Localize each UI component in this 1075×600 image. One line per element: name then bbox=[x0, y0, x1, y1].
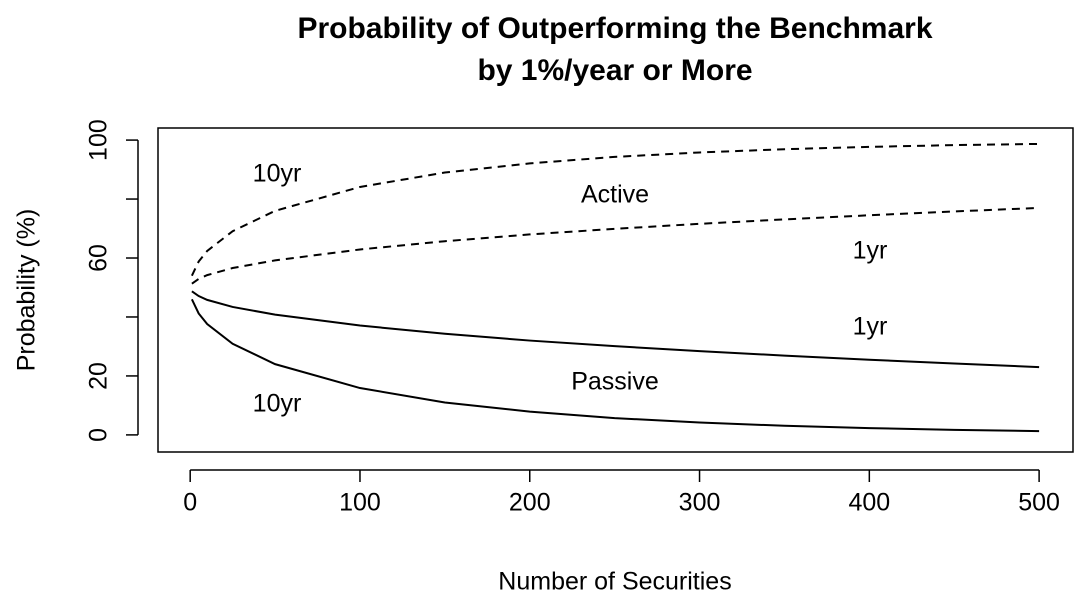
chart-title: by 1%/year or More bbox=[477, 54, 752, 87]
annotation: 1yr bbox=[853, 237, 888, 265]
series-line bbox=[191, 206, 1040, 285]
chart-title: Probability of Outperforming the Benchma… bbox=[297, 12, 932, 45]
x-tick-label: 100 bbox=[339, 489, 381, 517]
series-line bbox=[190, 298, 1040, 433]
series-line bbox=[191, 290, 1040, 369]
x-tick-label: 200 bbox=[509, 489, 551, 517]
x-tick-label: 500 bbox=[1018, 489, 1060, 517]
x-tick-label: 300 bbox=[679, 489, 721, 517]
y-tick-label: 100 bbox=[85, 119, 113, 161]
annotation: 10yr bbox=[253, 160, 302, 188]
y-tick-label: 60 bbox=[85, 244, 113, 272]
x-tick-label: 400 bbox=[848, 489, 890, 517]
x-axis-label: Number of Securities bbox=[498, 568, 731, 596]
annotation: Active bbox=[581, 181, 649, 209]
y-axis-label: Probability (%) bbox=[13, 209, 41, 372]
y-tick-label: 20 bbox=[85, 362, 113, 390]
y-tick-label: 0 bbox=[85, 428, 113, 442]
series-line bbox=[190, 142, 1040, 277]
annotation: 1yr bbox=[853, 313, 888, 341]
annotation: 10yr bbox=[253, 390, 302, 418]
plot-box bbox=[157, 127, 1074, 453]
annotation: Passive bbox=[571, 368, 659, 396]
x-tick-label: 0 bbox=[183, 489, 197, 517]
